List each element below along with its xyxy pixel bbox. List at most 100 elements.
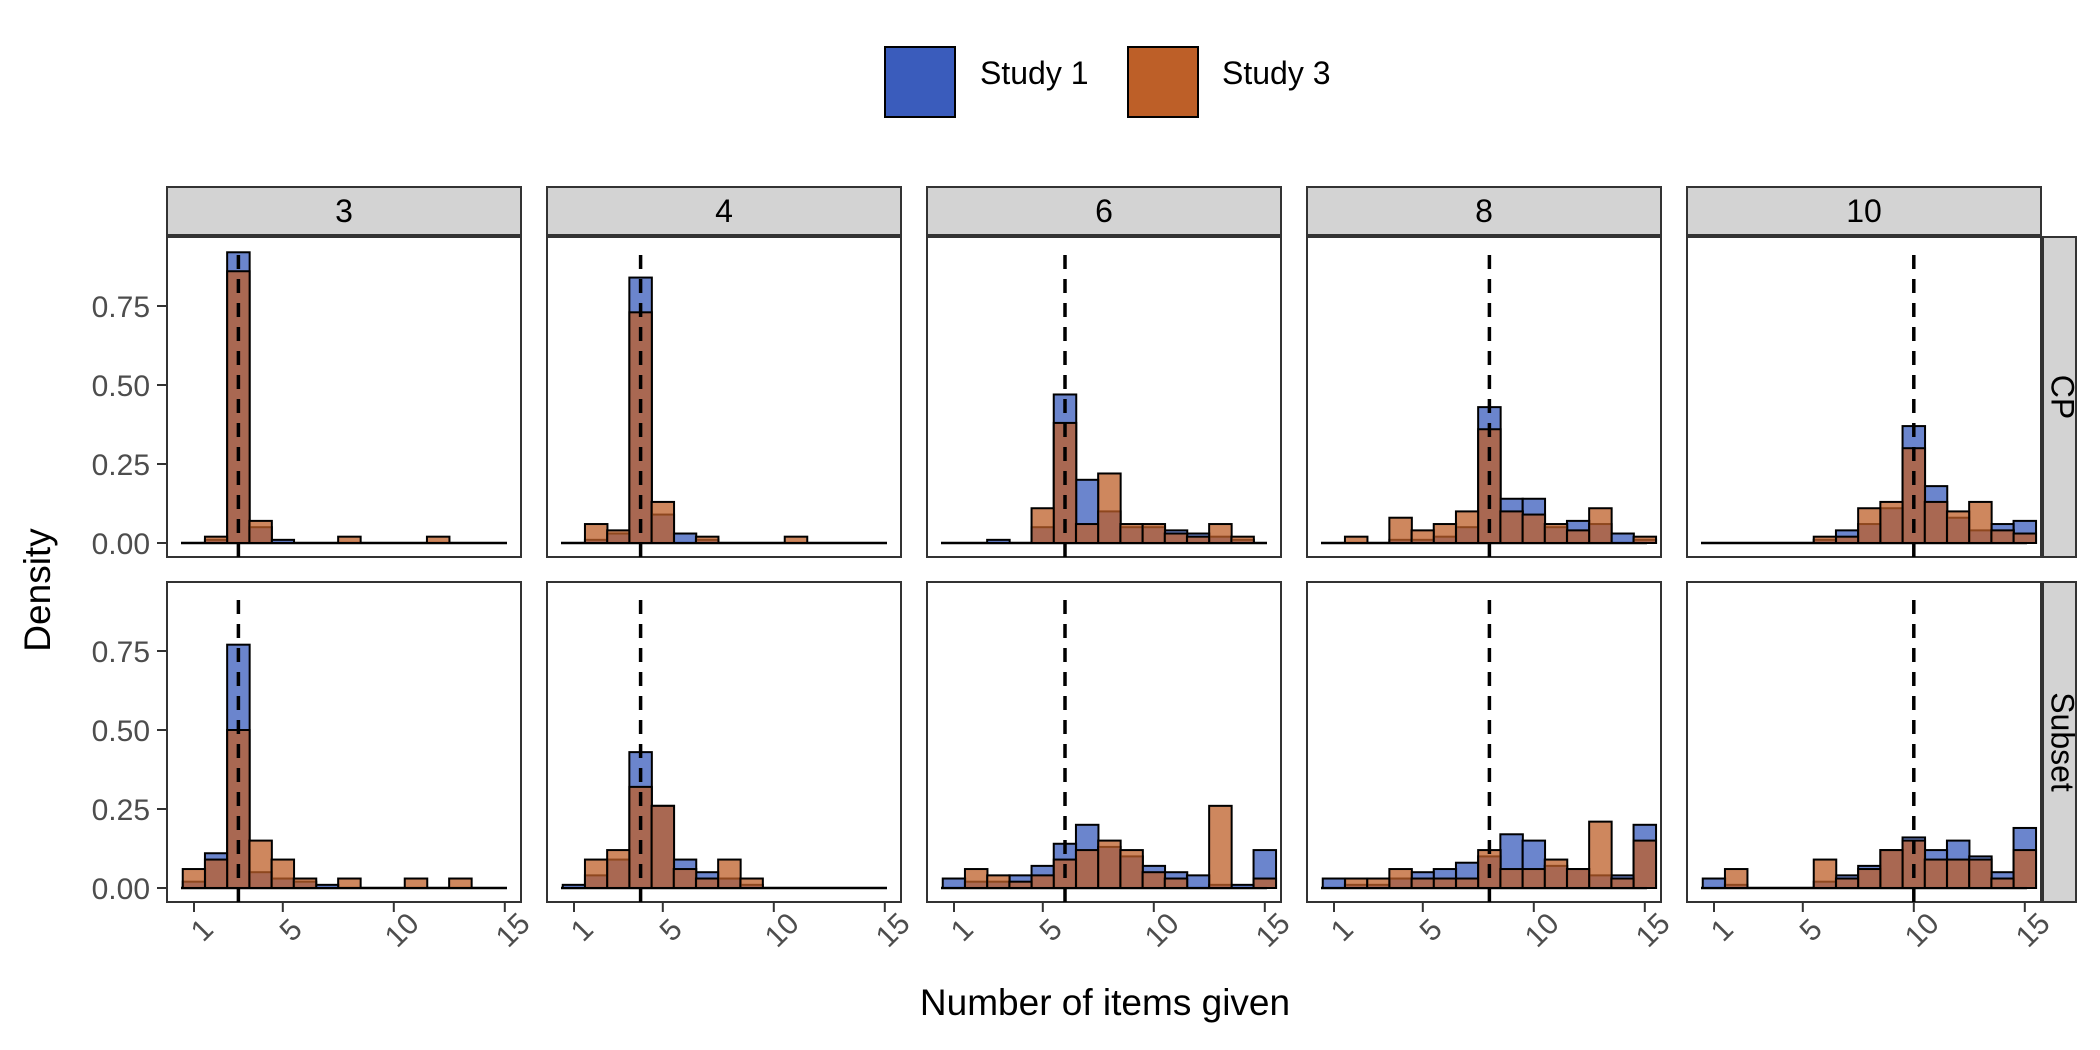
bar-study-1 bbox=[1701, 877, 1727, 890]
bar-study-3 bbox=[1388, 516, 1413, 544]
bar-study-3 bbox=[1141, 523, 1167, 544]
bar-study-3 bbox=[1030, 507, 1056, 544]
bar-study-3 bbox=[1879, 500, 1904, 545]
bar-study-1 bbox=[1185, 874, 1211, 889]
bar-study-3 bbox=[203, 535, 229, 544]
facet-strip-label: 4 bbox=[715, 193, 733, 229]
bar-study-3 bbox=[672, 868, 698, 889]
facet-strip-box bbox=[926, 186, 1282, 236]
x-tick-label: 15 bbox=[2010, 907, 2057, 954]
facet-strip-3: 3 bbox=[166, 186, 522, 236]
bar-study-3 bbox=[606, 849, 631, 890]
x-tick-label: 15 bbox=[1250, 907, 1297, 954]
bar-study-3 bbox=[1097, 839, 1122, 889]
facet-strip-6: 6 bbox=[926, 186, 1282, 236]
bar-study-3 bbox=[606, 529, 631, 544]
bar-study-3 bbox=[1410, 877, 1436, 890]
bar-study-3 bbox=[1252, 877, 1278, 890]
bar-study-3 bbox=[1432, 877, 1458, 890]
y-tick-label: 0.50 bbox=[92, 370, 150, 403]
panel-subset-8 bbox=[1306, 581, 1662, 903]
bar-study-3 bbox=[403, 877, 429, 890]
legend-item-study-3: Study 3 bbox=[1127, 46, 1331, 118]
x-tick-label: 1 bbox=[1705, 913, 1740, 948]
bar-study-3 bbox=[1990, 877, 2015, 890]
bar-study-3 bbox=[1074, 849, 1100, 890]
x-tick-label: 5 bbox=[274, 913, 309, 948]
bar-study-3 bbox=[1208, 523, 1233, 544]
bar-study-3 bbox=[425, 535, 451, 544]
bar-study-3 bbox=[583, 858, 609, 889]
x-tick-label: 5 bbox=[1794, 913, 1829, 948]
bar-study-3 bbox=[1074, 523, 1100, 544]
legend-key-study-1 bbox=[884, 46, 956, 118]
bar-study-3 bbox=[1923, 858, 1949, 889]
bar-study-3 bbox=[248, 839, 273, 889]
row-strip-label: Subset bbox=[2045, 692, 2081, 792]
y-tick-label: 0.25 bbox=[92, 449, 150, 482]
facet-strip-box bbox=[546, 186, 902, 236]
bar-study-3 bbox=[1610, 877, 1635, 890]
panel-cp-10 bbox=[1686, 236, 2042, 558]
panel-subset-10 bbox=[1686, 581, 2042, 903]
x-axis-col-3: 1 5 10 15 bbox=[185, 902, 537, 954]
bar-study-3 bbox=[1543, 858, 1569, 889]
bar-study-3 bbox=[337, 535, 362, 544]
panel-border bbox=[1686, 581, 2042, 903]
bar-study-3 bbox=[1945, 858, 1971, 889]
legend-label-study-1: Study 1 bbox=[980, 55, 1089, 91]
bar-study-3 bbox=[1521, 513, 1547, 544]
bar-study-3 bbox=[1366, 877, 1391, 890]
bar-study-3 bbox=[2012, 532, 2038, 545]
row-strip-label: CP bbox=[2045, 375, 2081, 419]
bar-study-3 bbox=[1008, 880, 1033, 889]
bar-study-3 bbox=[650, 804, 676, 890]
facet-strip-label: 8 bbox=[1475, 193, 1493, 229]
facet-strip-8: 8 bbox=[1306, 186, 1662, 236]
panel-cp-3 bbox=[166, 236, 522, 558]
bar-study-3 bbox=[694, 535, 720, 544]
x-tick-label: 1 bbox=[185, 913, 220, 948]
x-tick-label: 10 bbox=[1139, 907, 1186, 954]
bar-study-3 bbox=[1432, 523, 1458, 544]
bar-study-1 bbox=[986, 538, 1011, 545]
bar-study-3 bbox=[963, 868, 989, 889]
x-tick-label: 1 bbox=[565, 913, 600, 948]
bar-study-3 bbox=[2012, 849, 2038, 890]
bar-study-3 bbox=[583, 523, 609, 544]
row-strip-box bbox=[2042, 581, 2077, 903]
x-tick-label: 10 bbox=[1519, 907, 1566, 954]
panel-subset-3 bbox=[166, 581, 522, 903]
x-tick-label: 5 bbox=[654, 913, 689, 948]
panel-cp-8 bbox=[1306, 236, 1662, 558]
y-axis-label: Density bbox=[17, 528, 58, 652]
bar-study-3 bbox=[1230, 535, 1255, 544]
bar-study-3 bbox=[1879, 849, 1904, 890]
bar-study-3 bbox=[1857, 507, 1882, 544]
bar-study-3 bbox=[1565, 529, 1591, 544]
bar-study-3 bbox=[1119, 523, 1144, 544]
row-strip-cp: CP bbox=[2042, 236, 2081, 558]
bar-study-3 bbox=[1812, 858, 1838, 889]
bar-study-1 bbox=[941, 877, 967, 890]
facet-strip-label: 10 bbox=[1846, 193, 1882, 229]
panel-border bbox=[166, 581, 522, 903]
x-tick-label: 15 bbox=[870, 907, 917, 954]
bar-study-3 bbox=[1812, 535, 1838, 544]
bar-study-3 bbox=[1163, 532, 1189, 545]
bar-study-3 bbox=[717, 858, 742, 889]
panel-border bbox=[546, 236, 902, 558]
legend: Study 1 Study 3 bbox=[884, 46, 1331, 118]
panel-cp-4 bbox=[546, 236, 902, 558]
bar-study-1 bbox=[1610, 532, 1635, 545]
row-strip-subset: Subset bbox=[2042, 581, 2081, 903]
bar-study-3 bbox=[1543, 523, 1569, 544]
facet-strip-box bbox=[1306, 186, 1662, 236]
bar-study-3 bbox=[1141, 871, 1167, 890]
bar-study-3 bbox=[248, 519, 273, 545]
panel-subset-4 bbox=[546, 581, 902, 903]
bar-study-3 bbox=[1990, 529, 2015, 544]
y-tick-label: 0.75 bbox=[92, 636, 150, 669]
facet-strip-4: 4 bbox=[546, 186, 902, 236]
